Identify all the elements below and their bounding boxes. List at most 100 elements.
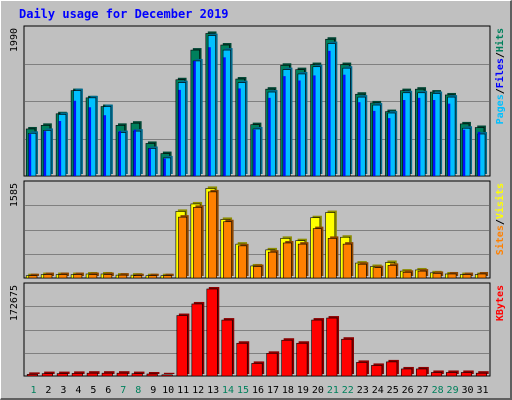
pages-bar-30 (462, 126, 473, 177)
kbytes-bar-16-face (251, 363, 263, 377)
x-tick-label-24: 24 (372, 385, 384, 396)
sites-bar-1 (28, 273, 40, 279)
kbytes-bar-4 (71, 371, 85, 377)
kbytes-bar-22 (341, 337, 354, 377)
pages-bar-12-face (192, 60, 201, 177)
sites-bar-27-face (417, 270, 427, 279)
files-bar-11 (178, 89, 181, 176)
kbytes-bar-9 (146, 371, 160, 377)
pages-bar-18-face (282, 69, 291, 177)
kbytes-bar-21 (326, 316, 340, 377)
pages-bar-2 (43, 128, 53, 177)
files-bar-14 (223, 57, 226, 177)
pages-bar-7 (118, 130, 128, 177)
files-bar-13 (208, 47, 211, 176)
files-bar-8 (133, 129, 136, 176)
sites-bar-31-face (477, 273, 487, 279)
kbytes-bar-6 (101, 371, 115, 377)
sites-bar-8-shadow (135, 273, 144, 276)
legend-slash: / (495, 88, 506, 94)
pages-bar-24-face (372, 104, 381, 177)
kbytes-bar-24-face (371, 365, 383, 377)
sites-bar-28-face (432, 273, 442, 279)
pages-bar-15-face (237, 82, 246, 177)
pages-bar-22-face (342, 67, 351, 177)
sites-bar-30-face (462, 274, 472, 279)
pages-bar-17-face (267, 91, 276, 177)
sites-bar-8 (133, 273, 144, 279)
kbytes-bar-14-face (221, 319, 233, 377)
kbytes-bar-12-face (191, 303, 203, 377)
kbytes-bar-1 (26, 372, 40, 377)
kbytes-bar-20-face (311, 319, 323, 377)
kbytes-bar-17-face (266, 353, 278, 377)
sites-bar-7-shadow (120, 273, 129, 276)
x-tick-label-19: 19 (297, 385, 309, 396)
sites-bar-23-face (357, 263, 367, 279)
pages-bar-28-face (432, 93, 441, 177)
kbytes-bar-21-face (326, 317, 338, 377)
pages-bar-20 (312, 64, 323, 177)
x-tick-label-9: 9 (150, 385, 156, 396)
kbytes-bar-24 (371, 363, 384, 377)
files-bar-28 (432, 100, 436, 176)
legend-hits: Hits (494, 28, 506, 52)
pages-bar-1 (28, 131, 38, 177)
sites-bar-22 (342, 242, 354, 279)
files-bar-21 (328, 50, 331, 176)
sites-bar-10-face (163, 275, 173, 279)
x-tick-label-20: 20 (312, 385, 324, 396)
sites-bar-7-face (118, 274, 128, 279)
sites-bar-10 (163, 273, 174, 279)
kbytes-bar-6-shadow (104, 371, 115, 374)
sites-bar-26-face (402, 271, 412, 279)
sites-bar-23 (357, 262, 369, 279)
panel-0-legend: Pages/Files/Hits (494, 28, 506, 124)
pages-bar-29 (447, 95, 458, 177)
kbytes-bar-9-shadow (148, 371, 160, 374)
kbytes-bar-29-face (445, 372, 458, 377)
sites-bar-18 (282, 240, 294, 279)
x-tick-label-27: 27 (417, 385, 429, 396)
files-bar-18 (283, 76, 286, 176)
files-bar-6 (103, 115, 107, 176)
pages-bar-8 (132, 129, 143, 177)
kbytes-bar-3-shadow (59, 371, 70, 374)
kbytes-bar-8-shadow (133, 371, 145, 374)
legend-slash: / (495, 219, 506, 225)
files-bar-16 (253, 129, 256, 176)
pages-bar-19 (297, 71, 308, 177)
x-tick-label-2: 2 (45, 385, 51, 396)
sites-bar-9 (148, 273, 159, 279)
files-bar-30 (462, 129, 466, 176)
pages-bar-18 (282, 67, 293, 177)
pages-bar-4 (73, 88, 83, 177)
pages-bar-5-face (88, 97, 97, 177)
panel-2-ymax-label: 172675 (9, 285, 20, 321)
pages-bar-13-face (207, 35, 216, 177)
sites-bar-13 (208, 189, 219, 279)
sites-bar-27 (417, 269, 429, 279)
kbytes-bar-26-face (401, 368, 413, 377)
x-tick-label-23: 23 (357, 385, 369, 396)
files-bar-22 (343, 74, 346, 176)
kbytes-bar-5-shadow (89, 371, 100, 374)
pages-bar-14 (222, 48, 233, 177)
pages-bar-16-face (252, 128, 261, 177)
sites-bar-29 (447, 271, 459, 279)
panel-1-ymax-label: 1585 (9, 183, 20, 207)
sites-bar-31 (477, 271, 489, 279)
sites-bar-13-face (208, 191, 217, 279)
panel-2-area (23, 282, 491, 377)
kbytes-bar-1-shadow (29, 372, 40, 374)
kbytes-bar-30 (460, 370, 474, 377)
kbytes-bar-6-face (101, 372, 113, 377)
files-bar-10 (163, 158, 166, 176)
x-tick-label-10: 10 (162, 385, 174, 396)
x-tick-label-22: 22 (342, 385, 354, 396)
pages-bar-6 (103, 104, 113, 177)
x-tick-label-30: 30 (462, 385, 474, 396)
sites-bar-14 (223, 219, 234, 279)
pages-bar-1-face (28, 133, 37, 177)
panel-2-legend: KBytes (495, 285, 506, 321)
